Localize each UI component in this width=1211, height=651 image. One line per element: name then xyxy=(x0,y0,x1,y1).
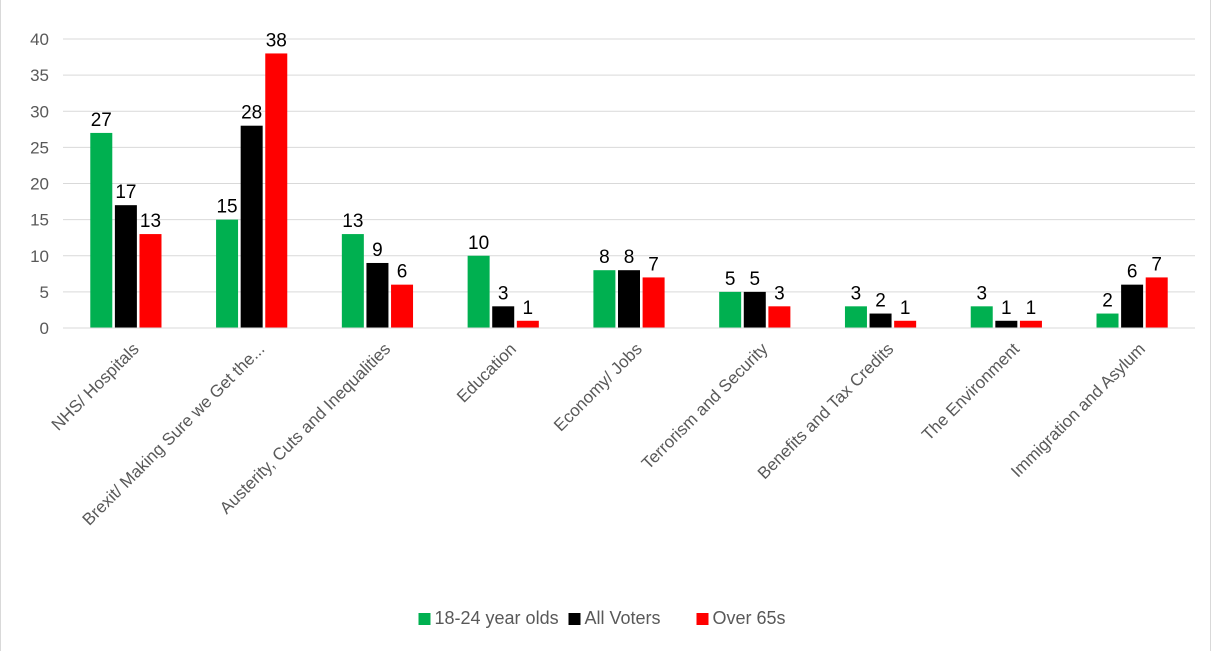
data-label: 13 xyxy=(140,211,161,232)
bar xyxy=(743,291,766,328)
data-label: 3 xyxy=(976,283,987,304)
data-label: 15 xyxy=(216,197,237,218)
bar xyxy=(139,234,162,328)
bar xyxy=(995,320,1018,328)
x-category-label: The Environment xyxy=(918,339,1023,444)
x-category-label: Immigration and Asylum xyxy=(1007,339,1149,481)
data-label: 5 xyxy=(725,269,736,290)
data-label: 7 xyxy=(1151,254,1162,275)
y-tick-label: 0 xyxy=(40,319,49,338)
bar xyxy=(844,306,867,328)
y-tick-label: 30 xyxy=(30,102,49,121)
legend-label: 18-24 year olds xyxy=(435,608,559,628)
data-label: 5 xyxy=(749,269,760,290)
bar xyxy=(240,125,263,328)
data-label: 1 xyxy=(523,298,534,319)
bar xyxy=(90,132,113,328)
data-label: 1 xyxy=(1026,298,1037,319)
data-label: 7 xyxy=(648,254,659,275)
y-tick-label: 40 xyxy=(30,30,49,49)
bar xyxy=(1121,284,1144,328)
data-label: 1 xyxy=(1001,298,1012,319)
legend-swatch xyxy=(568,613,581,625)
bar xyxy=(1096,313,1119,328)
data-label: 1 xyxy=(900,298,911,319)
legend-label: Over 65s xyxy=(713,608,786,628)
data-label: 3 xyxy=(851,283,862,304)
bar xyxy=(869,313,892,328)
bar xyxy=(492,306,515,328)
data-label: 38 xyxy=(266,30,287,51)
bar xyxy=(516,320,539,328)
y-tick-label: 25 xyxy=(30,138,49,157)
bar xyxy=(894,320,917,328)
y-tick-label: 15 xyxy=(30,211,49,230)
bar xyxy=(593,270,616,328)
data-label: 28 xyxy=(241,103,262,124)
y-tick-label: 20 xyxy=(30,175,49,194)
bar xyxy=(341,234,364,328)
bar xyxy=(366,262,389,328)
x-category-label: Benefits and Tax Credits xyxy=(754,339,898,483)
data-label: 27 xyxy=(91,110,112,131)
bar xyxy=(719,291,742,328)
y-tick-label: 5 xyxy=(40,283,49,302)
bar xyxy=(1145,277,1168,328)
data-label: 3 xyxy=(774,283,785,304)
bar xyxy=(216,219,239,328)
data-label: 8 xyxy=(599,247,610,268)
data-label: 2 xyxy=(875,291,886,312)
data-label: 6 xyxy=(1127,262,1138,283)
bar xyxy=(467,255,490,328)
bar xyxy=(265,53,288,328)
data-label: 2 xyxy=(1102,291,1113,312)
data-label: 17 xyxy=(115,182,136,203)
bar xyxy=(1019,320,1042,328)
data-label: 8 xyxy=(624,247,635,268)
bar xyxy=(970,306,993,328)
x-category-label: Education xyxy=(453,339,520,406)
x-category-label: NHS/ Hospitals xyxy=(48,339,143,434)
bar xyxy=(768,306,791,328)
bar xyxy=(618,270,640,328)
data-label: 13 xyxy=(342,211,363,232)
legend-label: All Voters xyxy=(585,608,661,628)
y-tick-label: 35 xyxy=(30,66,49,85)
y-tick-label: 10 xyxy=(30,247,49,266)
x-category-label: Terrorism and Security xyxy=(638,339,772,473)
legend-swatch xyxy=(418,613,431,625)
bar xyxy=(114,205,137,328)
legend-swatch xyxy=(696,613,709,625)
data-label: 10 xyxy=(468,233,489,254)
x-category-label: Economy/ Jobs xyxy=(550,339,646,435)
data-label: 3 xyxy=(498,283,509,304)
bar xyxy=(391,284,414,328)
data-label: 6 xyxy=(397,262,408,283)
data-label: 9 xyxy=(372,240,383,261)
bar xyxy=(642,277,665,328)
